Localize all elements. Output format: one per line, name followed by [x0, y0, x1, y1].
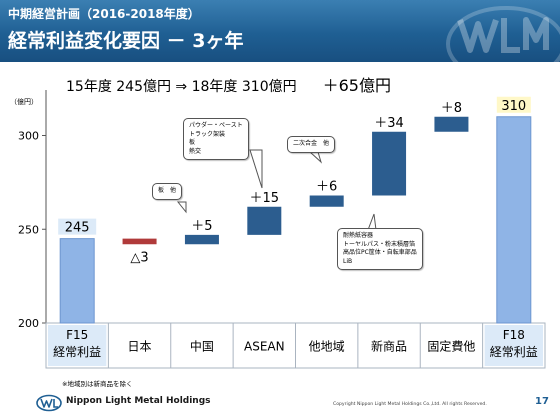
callout-china: 板 他 [152, 183, 183, 200]
total-category-bg [48, 325, 107, 366]
y-tick-label: 200 [18, 317, 39, 330]
bar [184, 234, 219, 245]
callout-new-products-line: トーヤルパス・粉末積層箔 [343, 240, 416, 248]
footnote: ※地域別は新商品を除く [62, 380, 133, 388]
page-title: 経常利益変化要因 － 3ヶ年 [8, 30, 244, 52]
callout-new-products-line: LiB [343, 257, 353, 265]
callout-china-tail [176, 201, 187, 214]
bar [372, 131, 407, 196]
plan-subtitle: 中期経営計画（2016-2018年度） [8, 7, 200, 21]
category-label: ASEAN [244, 340, 285, 354]
y-unit-label: （億円） [10, 97, 38, 106]
value-label: ＋34 [374, 116, 404, 131]
page-number: 17 [535, 396, 549, 407]
nlm-logo-icon [36, 394, 62, 412]
callout-china-line: 板 他 [158, 187, 177, 194]
callout-new-products: 耐熱紙容器 トーヤルパス・粉末積層箔 高品位PC筐体・自転車部品 LiB [337, 228, 423, 270]
category-label: F18 [503, 328, 525, 342]
value-label: ＋6 [316, 180, 337, 195]
callout-new-products-line: 高品位PC筐体・自転車部品 [343, 249, 417, 256]
bar [59, 238, 95, 324]
value-label: ＋8 [441, 101, 462, 116]
value-label: 245 [65, 221, 90, 236]
callout-asean: パウダー・ペースト トラック架装 板 熱交 [183, 118, 249, 160]
callout-asean-line: パウダー・ペースト [189, 122, 243, 129]
value-label: △3 [130, 250, 148, 265]
value-label: ＋15 [250, 191, 280, 206]
value-label-bg [496, 96, 531, 113]
category-label: 日本 [128, 340, 152, 354]
bar [496, 116, 532, 324]
callout-asean-line: 熱交 [189, 147, 202, 155]
nlm-logo-watermark-icon [446, 6, 560, 62]
category-label: 経常利益 [53, 345, 101, 359]
category-label: 他地域 [309, 340, 345, 354]
category-label: F15 [66, 328, 88, 342]
bar [122, 238, 157, 245]
category-label: 中国 [190, 339, 214, 354]
summary-diff: ＋65億円 [322, 76, 391, 95]
y-tick-label: 250 [18, 223, 39, 236]
copyright: Copyright Nippon Light Metal Holdings Co… [333, 402, 487, 407]
callout-asean-line: トラック架装 [189, 130, 226, 138]
total-category-bg [484, 325, 543, 366]
callout-other-tail [308, 151, 322, 164]
summary-text: 15年度 245億円 ⇒ 18年度 310億円 [66, 79, 297, 95]
header-bar: 中期経営計画（2016-2018年度） 経常利益変化要因 － 3ヶ年 [0, 0, 560, 62]
company-name: Nippon Light Metal Holdings [66, 396, 211, 406]
callout-asean-line: 板 [189, 139, 196, 146]
value-label: ＋5 [191, 219, 212, 234]
category-label: 固定費他 [427, 339, 475, 354]
summary-line: 15年度 245億円 ⇒ 18年度 310億円 ＋65億円 [66, 72, 391, 96]
y-tick-label: 300 [18, 130, 39, 143]
callout-asean-tail [249, 149, 263, 189]
callout-other-line: 二次合金 他 [293, 140, 330, 147]
callout-other-regions: 二次合金 他 [287, 136, 336, 153]
bar [247, 206, 282, 235]
value-label: 310 [501, 99, 526, 114]
callout-new-products-line: 耐熱紙容器 [343, 232, 374, 239]
bar [309, 195, 344, 207]
value-label-bg [58, 218, 97, 235]
category-label: 経常利益 [490, 345, 538, 359]
bar [434, 116, 469, 132]
category-label: 新商品 [371, 339, 407, 354]
